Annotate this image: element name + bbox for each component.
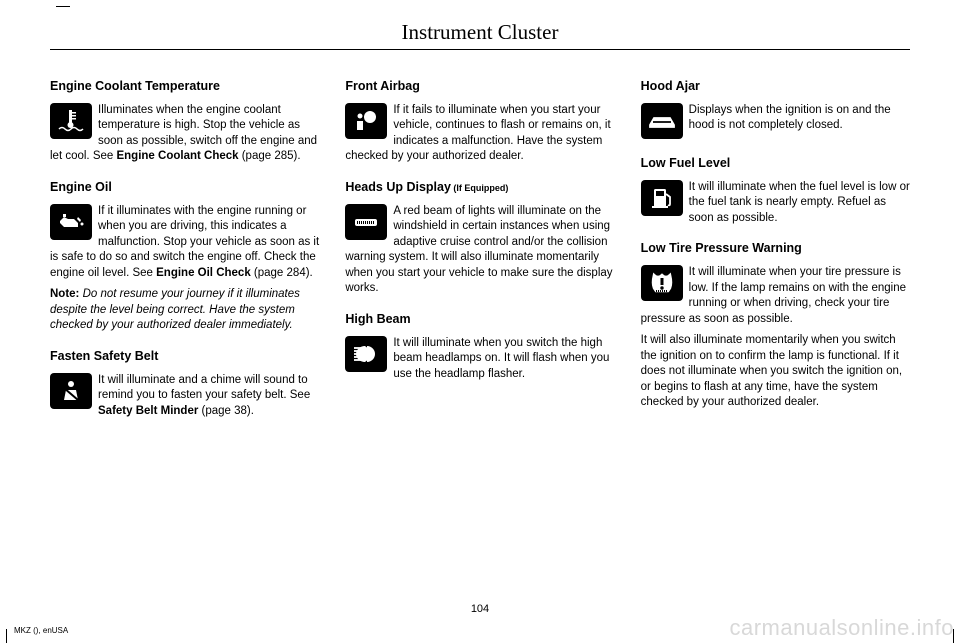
engine-oil-icon	[50, 204, 92, 240]
ref-tail: (page 284).	[251, 267, 313, 279]
coolant-temp-icon	[50, 103, 92, 139]
icon-block: It will illuminate when your tire pressu…	[641, 265, 910, 327]
section-title: Engine Oil	[50, 179, 319, 196]
tpms-icon	[641, 265, 683, 301]
title-sub: (If Equipped)	[451, 183, 509, 193]
page-content: Instrument Cluster Engine Coolant Temper…	[0, 0, 960, 419]
note-label: Note:	[50, 288, 79, 300]
fuel-icon	[641, 180, 683, 216]
icon-block: If it fails to illuminate when you start…	[345, 103, 614, 165]
section-title: Hood Ajar	[641, 78, 910, 95]
watermark: carmanualsonline.info	[729, 615, 954, 641]
icon-block: Displays when the ignition is on and the…	[641, 103, 910, 134]
body-text-2: It will also illuminate momentarily when…	[641, 333, 910, 411]
seatbelt-icon	[50, 373, 92, 409]
body-text: It will illuminate when the fuel level i…	[689, 181, 910, 224]
icon-block: It will illuminate when you switch the h…	[345, 336, 614, 383]
chapter-title: Instrument Cluster	[50, 20, 910, 45]
section-title: Front Airbag	[345, 78, 614, 95]
hud-icon	[345, 204, 387, 240]
high-beam-icon	[345, 336, 387, 372]
section-title: Low Fuel Level	[641, 155, 910, 172]
page-number: 104	[0, 603, 960, 615]
airbag-icon	[345, 103, 387, 139]
title-text: Heads Up Display	[345, 180, 451, 194]
footer-left: MKZ (), enUSA	[14, 626, 68, 635]
note-para: Note: Do not resume your journey if it i…	[50, 287, 319, 334]
section-title: High Beam	[345, 311, 614, 328]
ref-text: Engine Coolant Check	[116, 150, 238, 162]
ref-text: Safety Belt Minder	[98, 405, 198, 417]
section-title: Heads Up Display (If Equipped)	[345, 179, 614, 196]
column-2: Front Airbag If it fails to illuminate w…	[345, 78, 614, 419]
columns: Engine Coolant Temperature Illuminates w…	[50, 78, 910, 419]
ref-tail: (page 285).	[239, 150, 301, 162]
body-text: It will illuminate when you switch the h…	[393, 337, 609, 380]
icon-block: It will illuminate and a chime will soun…	[50, 373, 319, 420]
icon-block: If it illuminates with the engine runnin…	[50, 204, 319, 282]
section-title: Engine Coolant Temperature	[50, 78, 319, 95]
note-text: Do not resume your journey if it illumin…	[50, 288, 300, 331]
icon-block: Illuminates when the engine coolant temp…	[50, 103, 319, 165]
ref-text: Engine Oil Check	[156, 267, 251, 279]
body-text: It will illuminate and a chime will soun…	[98, 374, 310, 402]
section-title: Fasten Safety Belt	[50, 348, 319, 365]
hood-ajar-icon	[641, 103, 683, 139]
section-title: Low Tire Pressure Warning	[641, 240, 910, 257]
body-text: Displays when the ignition is on and the…	[689, 104, 891, 132]
icon-block: A red beam of lights will illuminate on …	[345, 204, 614, 297]
crop-mark	[6, 629, 7, 643]
column-3: Hood Ajar Displays when the ignition is …	[641, 78, 910, 419]
column-1: Engine Coolant Temperature Illuminates w…	[50, 78, 319, 419]
ref-tail: (page 38).	[198, 405, 254, 417]
title-rule	[50, 49, 910, 50]
crop-mark	[56, 6, 70, 7]
icon-block: It will illuminate when the fuel level i…	[641, 180, 910, 227]
